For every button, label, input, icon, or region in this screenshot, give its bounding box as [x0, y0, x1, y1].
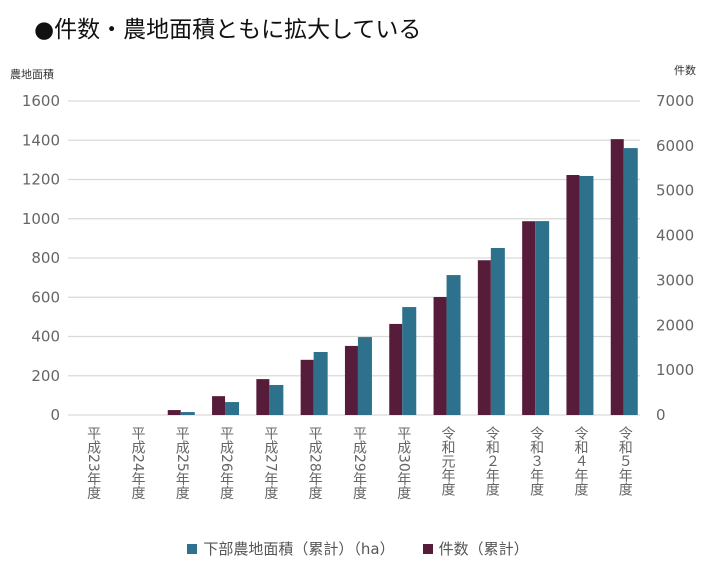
bar-count — [610, 139, 624, 415]
right-tick-label: 0 — [656, 406, 666, 424]
right-tick-label: 7000 — [656, 92, 694, 110]
bar-count — [300, 359, 314, 415]
bar-count — [212, 396, 226, 415]
bar-count — [433, 297, 447, 415]
left-tick-label: 400 — [31, 328, 60, 346]
left-tick-label: 600 — [31, 288, 60, 306]
x-tick-label: 令和４年度 — [572, 426, 589, 496]
right-tick-label: 5000 — [656, 182, 694, 200]
bar-count — [344, 345, 358, 415]
bar-area — [402, 307, 417, 415]
bar-area — [446, 275, 461, 415]
bar-count — [256, 379, 270, 415]
chart-title: ●件数・農地面積ともに拡大している — [34, 17, 422, 43]
right-axis-label: 件数 — [674, 64, 696, 77]
legend-item-count: 件数（累計） — [422, 538, 529, 559]
left-tick-label: 1600 — [22, 92, 60, 110]
bar-count — [566, 175, 580, 415]
right-tick-label: 3000 — [656, 271, 694, 289]
x-tick-label: 平成23年度 — [85, 426, 102, 500]
left-tick-label: 0 — [50, 406, 60, 424]
x-tick-label: 平成24年度 — [129, 426, 146, 500]
bar-area — [180, 412, 195, 415]
bar-area — [225, 402, 240, 415]
right-tick-label: 2000 — [656, 316, 694, 334]
legend-swatch — [422, 544, 433, 554]
bar-count — [522, 221, 536, 415]
left-axis-label: 農地面積 — [10, 68, 54, 81]
left-tick-label: 1400 — [22, 131, 60, 149]
left-tick-label: 1000 — [22, 210, 60, 228]
bar-area — [269, 384, 284, 415]
bar-count — [477, 260, 491, 415]
legend: 下部農地面積（累計）（ha） 件数（累計） — [0, 538, 716, 559]
left-tick-label: 800 — [31, 249, 60, 267]
x-tick-label: 令和５年度 — [616, 426, 633, 496]
x-tick-label: 令和元年度 — [439, 426, 456, 496]
x-tick-label: 平成29年度 — [350, 426, 367, 500]
right-tick-label: 6000 — [656, 137, 694, 155]
right-tick-label: 1000 — [656, 361, 694, 379]
bar-area — [579, 175, 594, 415]
bar-area — [535, 221, 550, 415]
legend-swatch — [187, 544, 198, 554]
x-tick-label: 平成25年度 — [173, 426, 190, 500]
bar-area — [357, 337, 372, 415]
x-tick-label: 平成28年度 — [306, 426, 323, 500]
x-tick-label: 令和３年度 — [528, 426, 545, 496]
bar-area — [490, 247, 505, 415]
legend-item-area: 下部農地面積（累計）（ha） — [187, 538, 395, 559]
right-tick-label: 4000 — [656, 227, 694, 245]
bar-area — [313, 352, 328, 415]
x-tick-label: 平成30年度 — [395, 426, 412, 500]
bar-area — [623, 148, 638, 415]
x-tick-label: 平成26年度 — [218, 426, 235, 500]
x-tick-label: 平成27年度 — [262, 426, 279, 500]
x-tick-label: 令和２年度 — [483, 426, 500, 496]
bar-count — [389, 323, 403, 415]
bar-count — [167, 410, 181, 415]
left-tick-label: 200 — [31, 367, 60, 385]
left-tick-label: 1200 — [22, 171, 60, 189]
